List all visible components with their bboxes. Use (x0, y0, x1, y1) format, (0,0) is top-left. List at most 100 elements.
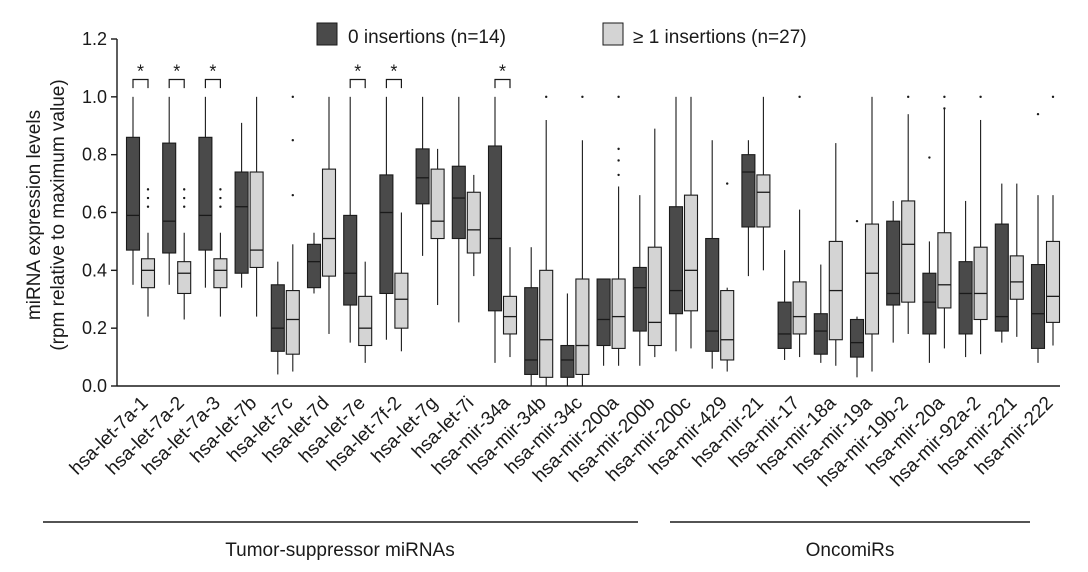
box-iqr (958, 261, 973, 335)
outlier-point (1051, 95, 1055, 99)
outlier-point (545, 95, 548, 99)
category-hsa-let-7a-2: * (162, 61, 192, 320)
box-iqr (611, 278, 626, 349)
outlier-point (798, 95, 801, 99)
box-iqr (741, 154, 756, 228)
box-iqr (596, 278, 611, 347)
box-iqr (430, 168, 445, 240)
outlier-point (183, 188, 186, 191)
box-iqr (720, 290, 735, 361)
category-hsa-mir-200b (632, 128, 662, 366)
category-hsa-mir-17 (777, 95, 807, 360)
box-iqr (849, 318, 865, 358)
category-hsa-let-7a-3: * (198, 61, 228, 317)
outlier-point (291, 193, 294, 197)
outlier-point (146, 205, 150, 208)
box-iqr (922, 272, 937, 335)
box-iqr (705, 237, 720, 352)
box-iqr (994, 223, 1009, 332)
category-hsa-mir-429 (705, 140, 735, 372)
box-iqr (560, 344, 575, 378)
box-iqr (668, 206, 684, 315)
significance-star: * (209, 61, 216, 81)
box-iqr (937, 232, 952, 309)
category-groups: Tumor-suppressor miRNAs OncomiRs (43, 521, 1030, 561)
box-iqr (321, 168, 337, 277)
outlier-point (183, 205, 186, 208)
box-iqr (539, 269, 554, 378)
box-iqr (1045, 240, 1061, 323)
y-tick-label: 0.0 (82, 376, 107, 396)
significance-star: * (137, 61, 144, 81)
category-hsa-mir-34b (524, 95, 554, 386)
box-iqr (285, 290, 300, 355)
outlier-point (943, 107, 946, 110)
outlier-point (146, 196, 150, 200)
box-iqr (777, 301, 792, 349)
box-iqr (647, 246, 662, 347)
box-iqr (901, 200, 916, 303)
category-hsa-let-7g (415, 96, 445, 306)
outlier-point (219, 205, 222, 208)
box-iqr (502, 295, 518, 335)
category-hsa-let-7b (234, 96, 264, 317)
x-tick-labels: hsa-let-7a-1hsa-let-7a-2hsa-let-7a-3hsa-… (66, 392, 1058, 491)
category-hsa-mir-34a: * (487, 61, 518, 363)
box-iqr (973, 246, 988, 321)
axes: 0.0 0.2 0.4 0.6 0.8 1.0 1.2 (82, 29, 1060, 396)
outlier-point (855, 219, 859, 223)
box-iqr (487, 145, 503, 312)
legend-swatch-0-insertions (316, 22, 338, 46)
box-iqr (213, 258, 228, 289)
box-iqr (177, 261, 192, 295)
outlier-point (183, 196, 186, 200)
box-iqr (270, 284, 285, 352)
legend-swatch-1-insertions (602, 22, 624, 46)
significance-star: * (354, 61, 361, 81)
outlier-point (617, 147, 620, 151)
category-hsa-mir-200a (596, 95, 626, 366)
significance-star: * (390, 61, 397, 81)
category-hsa-let-7e: * (343, 61, 373, 363)
box-iqr (1030, 263, 1046, 349)
category-hsa-let-7a-1: * (125, 61, 156, 317)
outlier-point (581, 95, 584, 99)
box-iqr (756, 174, 771, 228)
legend-label-0-insertions: 0 insertions (n=14) (348, 27, 506, 48)
box-iqr (125, 136, 141, 251)
category-hsa-let-7c (270, 95, 300, 375)
category-hsa-mir-34c (560, 95, 590, 386)
category-hsa-mir-221 (994, 183, 1024, 343)
box-iqr (234, 171, 249, 274)
outlier-point (907, 95, 910, 99)
outlier-point (1036, 112, 1040, 116)
y-axis-label-line2: (rpm relative to maximum value) (48, 79, 69, 350)
y-tick-label: 0.2 (82, 318, 107, 338)
outlier-point (219, 188, 222, 191)
box-iqr (683, 194, 699, 312)
y-axis-label: miRNA expression levels (rpm relative to… (24, 79, 69, 350)
category-hsa-mir-20a (922, 95, 952, 363)
box-iqr (792, 281, 807, 335)
box-iqr (249, 171, 264, 268)
box-iqr (358, 295, 373, 347)
legend-label-1-insertions: ≥ 1 insertions (n=27) (633, 27, 807, 48)
box-iqr (524, 287, 539, 375)
category-hsa-mir-200c (668, 96, 699, 352)
category-hsa-let-7i (451, 96, 481, 323)
box-iqr (379, 174, 394, 295)
outlier-point (726, 182, 729, 185)
box-iqr (198, 136, 213, 251)
category-hsa-mir-19a (849, 96, 880, 378)
significance-bracket (168, 78, 185, 89)
outlier-point (979, 95, 982, 99)
legend: 0 insertions (n=14) ≥ 1 insertions (n=27… (316, 22, 807, 48)
category-hsa-mir-19b-2 (886, 95, 916, 343)
category-hsa-let-7d (306, 96, 337, 334)
box-iqr (140, 258, 156, 289)
y-tick-label: 1.2 (82, 29, 107, 49)
box-iqr (632, 266, 647, 332)
box-iqr (886, 220, 901, 306)
box-iqr (415, 148, 430, 205)
box-iqr (575, 278, 590, 375)
